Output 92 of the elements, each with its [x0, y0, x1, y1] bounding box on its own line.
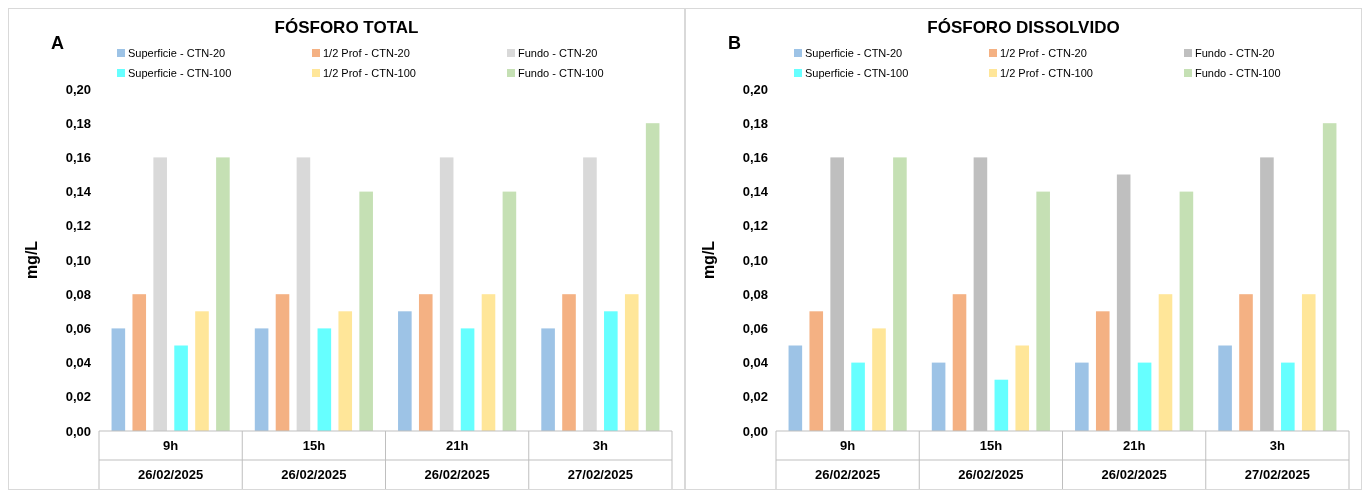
bar [1137, 362, 1152, 431]
legend-label: Superficie - CTN-100 [128, 67, 232, 79]
bar [872, 328, 886, 431]
x-tick-label: 21h 26/02/2025 [424, 438, 490, 482]
legend-label: Fundo - CTN-100 [1195, 67, 1281, 79]
y-tick-label: 0,18 [65, 115, 91, 131]
y-tick-label: 0,18 [742, 115, 768, 131]
legend-label: Fundo - CTN-20 [518, 47, 598, 59]
bar [481, 294, 496, 431]
legend-label: Superficie - CTN-20 [128, 47, 226, 59]
y-tick-label: 0,08 [742, 286, 768, 302]
bar [398, 311, 412, 431]
chart-title: FÓSFORO TOTAL [274, 18, 419, 37]
bar [541, 328, 555, 431]
bar [604, 311, 618, 431]
y-tick-label: 0,04 [65, 355, 92, 371]
legend-label: 1/2 Prof - CTN-100 [1000, 67, 1093, 79]
x-tick-label: 3h 27/02/2025 [1244, 438, 1310, 482]
text: B [728, 33, 741, 53]
legend-label: 1/2 Prof - CTN-20 [323, 47, 410, 59]
x-tick-label: 9h 26/02/2025 [138, 438, 204, 482]
bar [1158, 294, 1173, 431]
bar [460, 328, 475, 431]
bar [931, 362, 946, 431]
y-tick-label: 0,12 [65, 218, 91, 234]
y-tick-label: 0,20 [65, 81, 91, 97]
bar [1036, 191, 1050, 431]
legend-label: 1/2 Prof - CTN-20 [1000, 47, 1087, 59]
bar [216, 157, 230, 431]
bar [359, 191, 373, 431]
bar [439, 157, 454, 431]
legend-label: Superficie - CTN-100 [805, 67, 909, 79]
y-axis-title: mg/L [23, 240, 40, 280]
bar [153, 157, 167, 431]
y-tick-label: 0,02 [65, 389, 91, 405]
x-tick-label: 15h 26/02/2025 [281, 438, 347, 482]
bar [254, 328, 269, 431]
bar [624, 294, 639, 431]
bar [1301, 294, 1316, 431]
y-tick-label: 0,20 [742, 81, 768, 97]
y-tick-label: 0,16 [65, 149, 91, 165]
bar [418, 294, 433, 431]
bar [809, 311, 824, 431]
bar [275, 294, 290, 431]
bar [296, 157, 311, 431]
bar [645, 123, 660, 431]
bar [1281, 362, 1295, 431]
legend-label: Fundo - CTN-20 [1195, 47, 1275, 59]
y-tick-label: 0,14 [742, 184, 769, 200]
y-tick-label: 0,00 [742, 423, 768, 439]
y-tick-label: 0,14 [65, 184, 92, 200]
bar [1015, 345, 1030, 431]
bar [1075, 362, 1089, 431]
bar [195, 311, 209, 431]
bar [994, 379, 1009, 431]
bar [1095, 311, 1110, 431]
bar [338, 311, 353, 431]
bar [1179, 191, 1194, 431]
y-axis-title: mg/L [700, 240, 717, 280]
bar [788, 345, 803, 431]
chart-title: FÓSFORO DISSOLVIDO [927, 18, 1120, 37]
y-tick-label: 0,04 [742, 355, 769, 371]
x-tick-label: 9h 26/02/2025 [815, 438, 881, 482]
text: A [51, 33, 64, 53]
bar [562, 294, 576, 431]
bar [1239, 294, 1253, 431]
bar [174, 345, 188, 431]
bar [893, 157, 907, 431]
bar [952, 294, 967, 431]
y-tick-label: 0,12 [742, 218, 768, 234]
bar [317, 328, 332, 431]
legend-label: Fundo - CTN-100 [518, 67, 604, 79]
bar [1218, 345, 1232, 431]
bar [111, 328, 126, 431]
y-tick-label: 0,00 [65, 423, 91, 439]
legend-label: Superficie - CTN-20 [805, 47, 903, 59]
y-tick-label: 0,10 [742, 252, 768, 268]
x-tick-label: 15h 26/02/2025 [958, 438, 1024, 482]
bar [851, 362, 865, 431]
x-tick-label: 21h 26/02/2025 [1101, 438, 1167, 482]
y-tick-label: 0,08 [65, 286, 91, 302]
bar [1322, 123, 1337, 431]
bar [502, 191, 517, 431]
x-tick-label: 3h 27/02/2025 [567, 438, 633, 482]
legend-label: 1/2 Prof - CTN-100 [323, 67, 416, 79]
bar [132, 294, 147, 431]
y-tick-label: 0,06 [65, 320, 91, 336]
y-tick-label: 0,06 [742, 320, 768, 336]
y-tick-label: 0,10 [65, 252, 91, 268]
y-tick-label: 0,16 [742, 149, 768, 165]
bar [583, 157, 597, 431]
y-tick-label: 0,02 [742, 389, 768, 405]
